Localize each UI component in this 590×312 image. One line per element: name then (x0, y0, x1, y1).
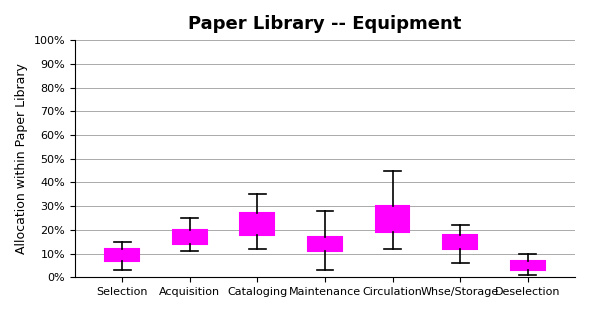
PathPatch shape (308, 237, 342, 251)
PathPatch shape (511, 261, 545, 270)
PathPatch shape (443, 235, 477, 249)
PathPatch shape (376, 206, 409, 232)
PathPatch shape (105, 249, 139, 261)
PathPatch shape (173, 230, 206, 244)
Title: Paper Library -- Equipment: Paper Library -- Equipment (188, 15, 461, 33)
Y-axis label: Allocation within Paper Library: Allocation within Paper Library (15, 63, 28, 254)
PathPatch shape (241, 213, 274, 235)
